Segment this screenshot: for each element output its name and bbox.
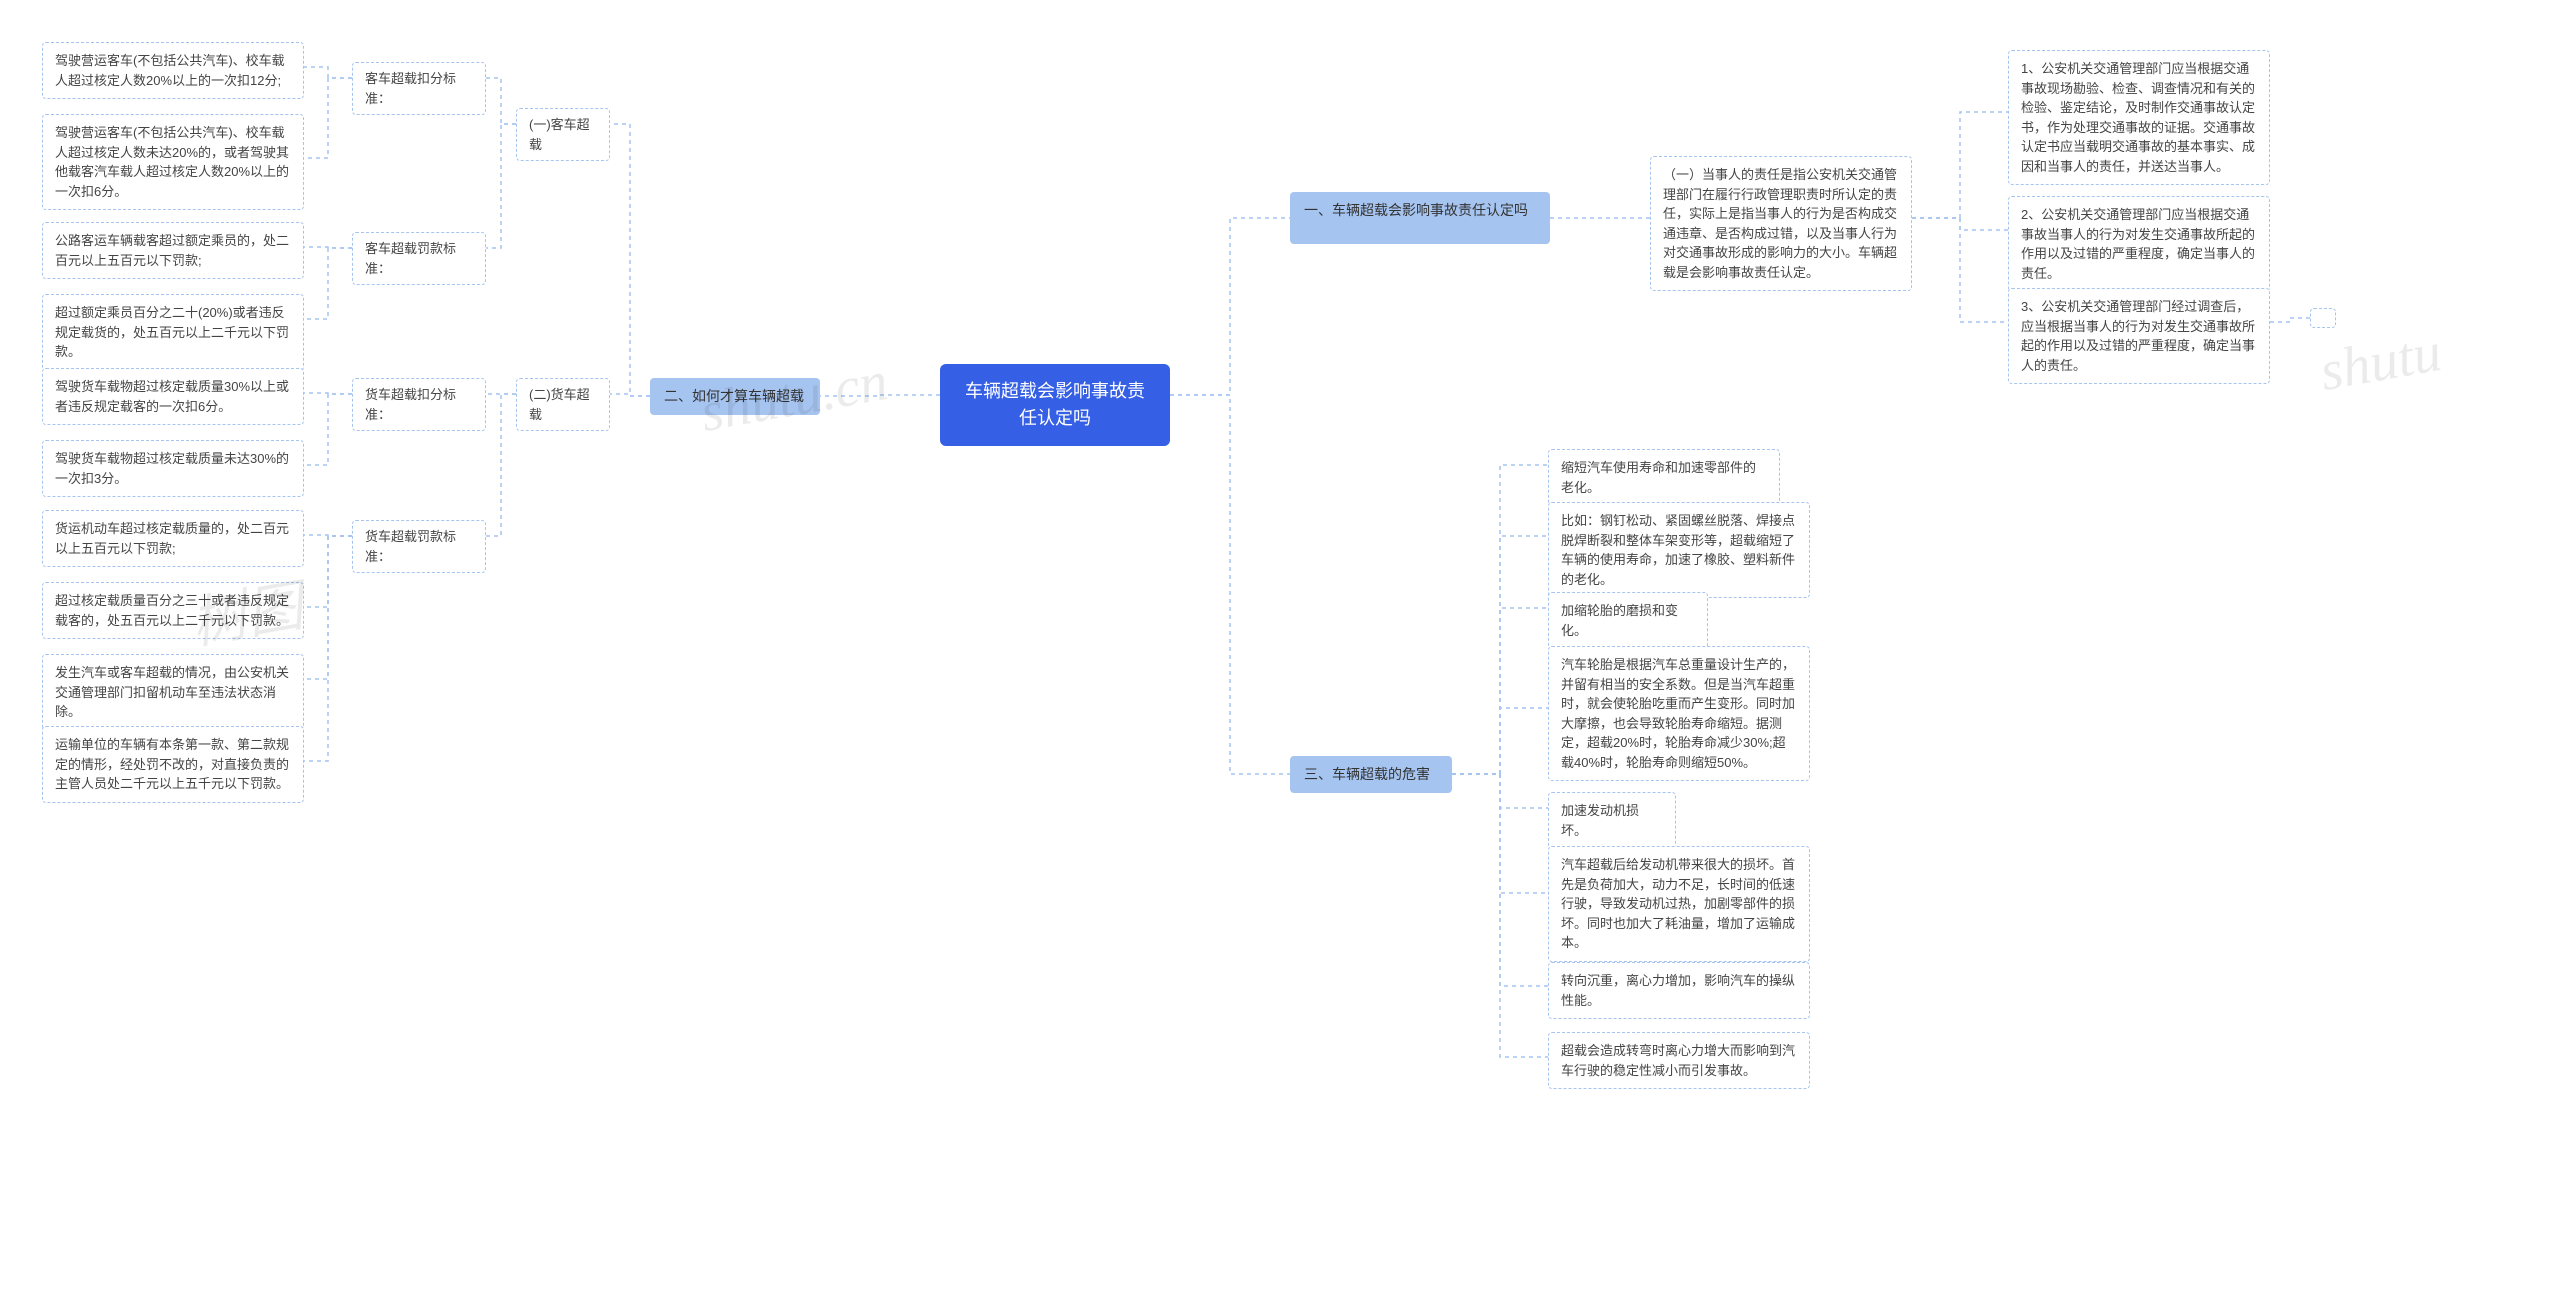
- node-r1a2: 2、公安机关交通管理部门应当根据交通事故当事人的行为对发生交通事故所起的作用以及…: [2008, 196, 2270, 292]
- node-r1: 一、车辆超载会影响事故责任认定吗: [1290, 192, 1550, 244]
- node-r1a3: 3、公安机关交通管理部门经过调查后，应当根据当事人的行为对发生交通事故所起的作用…: [2008, 288, 2270, 384]
- node-root: 车辆超载会影响事故责任认定吗: [940, 364, 1170, 446]
- node-l1: 二、如何才算车辆超载: [650, 378, 820, 415]
- node-l1b2d: 运输单位的车辆有本条第一款、第二款规定的情形，经处罚不改的，对直接负责的主管人员…: [42, 726, 304, 803]
- node-r2b: 比如：钢钉松动、紧固螺丝脱落、焊接点脱焊断裂和整体车架变形等，超载缩短了车辆的使…: [1548, 502, 1810, 598]
- node-l1b2: 货车超载罚款标准：: [352, 520, 486, 573]
- node-r2h: 超载会造成转弯时离心力增大而影响到汽车行驶的稳定性减小而引发事故。: [1548, 1032, 1810, 1089]
- node-l1a1b: 驾驶营运客车(不包括公共汽车)、校车载人超过核定人数未达20%的，或者驾驶其他载…: [42, 114, 304, 210]
- node-l1a2: 客车超载罚款标准：: [352, 232, 486, 285]
- node-r1a3x: [2310, 308, 2336, 328]
- node-l1b1: 货车超载扣分标准：: [352, 378, 486, 431]
- node-r2g: 转向沉重，离心力增加，影响汽车的操纵性能。: [1548, 962, 1810, 1019]
- node-l1a2a: 公路客运车辆载客超过额定乘员的，处二百元以上五百元以下罚款;: [42, 222, 304, 279]
- node-l1b2c: 发生汽车或客车超载的情况，由公安机关交通管理部门扣留机动车至违法状态消除。: [42, 654, 304, 731]
- node-l1a1: 客车超载扣分标准：: [352, 62, 486, 115]
- node-l1b2b: 超过核定载质量百分之三十或者违反规定载客的，处五百元以上二千元以下罚款。: [42, 582, 304, 639]
- mindmap-canvas: 车辆超载会影响事故责任认定吗 一、车辆超载会影响事故责任认定吗 （一）当事人的责任是…: [0, 0, 2560, 1310]
- node-l1b: (二)货车超载: [516, 378, 610, 431]
- node-l1b1b: 驾驶货车载物超过核定载质量未达30%的一次扣3分。: [42, 440, 304, 497]
- node-r2: 三、车辆超载的危害: [1290, 756, 1452, 793]
- node-l1a1a: 驾驶营运客车(不包括公共汽车)、校车载人超过核定人数20%以上的一次扣12分;: [42, 42, 304, 99]
- watermark: shutu: [2315, 320, 2446, 404]
- node-r2c: 加缩轮胎的磨损和变化。: [1548, 592, 1708, 649]
- node-r2f: 汽车超载后给发动机带来很大的损坏。首先是负荷加大，动力不足，长时间的低速行驶，导…: [1548, 846, 1810, 962]
- node-l1a: (一)客车超载: [516, 108, 610, 161]
- node-l1b1a: 驾驶货车载物超过核定载质量30%以上或者违反规定载客的一次扣6分。: [42, 368, 304, 425]
- node-r1a: （一）当事人的责任是指公安机关交通管理部门在履行行政管理职责时所认定的责任，实际…: [1650, 156, 1912, 291]
- node-r1a1: 1、公安机关交通管理部门应当根据交通事故现场勘验、检查、调查情况和有关的检验、鉴…: [2008, 50, 2270, 185]
- node-l1a2b: 超过额定乘员百分之二十(20%)或者违反规定载货的，处五百元以上二千元以下罚款。: [42, 294, 304, 371]
- node-r2a: 缩短汽车使用寿命和加速零部件的老化。: [1548, 449, 1780, 506]
- node-r2e: 加速发动机损坏。: [1548, 792, 1676, 849]
- node-l1b2a: 货运机动车超过核定载质量的，处二百元以上五百元以下罚款;: [42, 510, 304, 567]
- node-r2d: 汽车轮胎是根据汽车总重量设计生产的，并留有相当的安全系数。但是当汽车超重时，就会…: [1548, 646, 1810, 781]
